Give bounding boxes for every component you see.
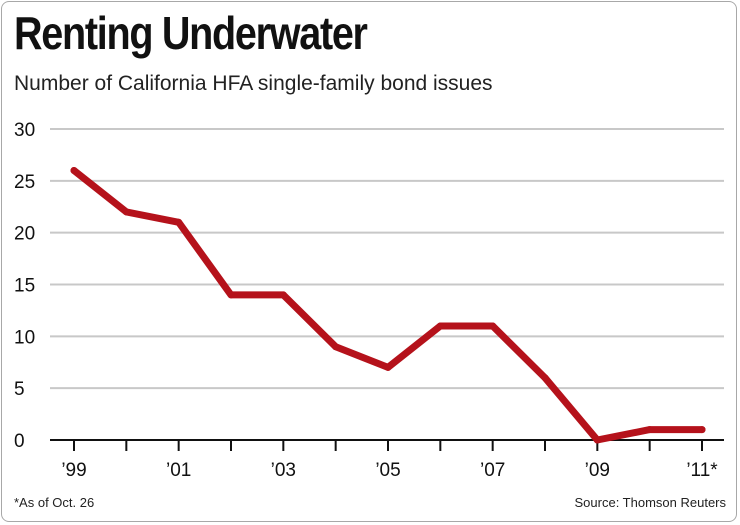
data-point-2005	[384, 363, 392, 371]
data-point-2001	[175, 218, 183, 226]
data-point-1999	[70, 166, 78, 174]
data-point-2009	[593, 436, 601, 444]
y-tick-label-20: 20	[14, 224, 35, 245]
series-layer	[70, 166, 706, 444]
x-tick-label-2011: ’11*	[686, 460, 718, 481]
series-line-0	[70, 167, 706, 444]
y-tick-label-10: 10	[14, 327, 35, 348]
data-point-2002	[227, 291, 235, 299]
data-point-2008	[541, 374, 549, 382]
y-tick-label-25: 25	[14, 172, 35, 193]
x-tick-label-1999: ’99	[61, 460, 86, 481]
x-tick-label-2003: ’03	[271, 460, 296, 481]
x-tick-label-2009: ’09	[585, 460, 610, 481]
x-tick-label-2007: ’07	[480, 460, 505, 481]
x-axis: ’99 ’01 ’03 ’05 ’07 ’09 ’11*	[50, 439, 724, 481]
chart-subtitle: Number of California HFA single-family b…	[14, 72, 493, 95]
gridlines	[50, 128, 724, 390]
y-tick-label-15: 15	[14, 276, 35, 297]
data-point-2000	[122, 208, 130, 216]
data-point-2007	[489, 322, 497, 330]
y-tick-label-30: 30	[14, 120, 35, 141]
data-point-2010	[646, 426, 654, 434]
x-tick-label-2001: ’01	[166, 460, 191, 481]
data-point-2003	[279, 291, 287, 299]
chart-title: Renting Underwater	[14, 7, 368, 59]
data-point-2004	[332, 343, 340, 351]
x-tick-label-2005: ’05	[375, 460, 400, 481]
data-point-2006	[436, 322, 444, 330]
data-point-2011	[698, 426, 706, 434]
footnote: *As of Oct. 26	[14, 495, 95, 510]
source-credit: Source: Thomson Reuters	[574, 495, 727, 510]
y-axis-ticks: 0 5 10 15 20 25 30	[14, 120, 35, 452]
y-tick-label-5: 5	[14, 379, 25, 400]
y-tick-label-0: 0	[14, 431, 25, 452]
